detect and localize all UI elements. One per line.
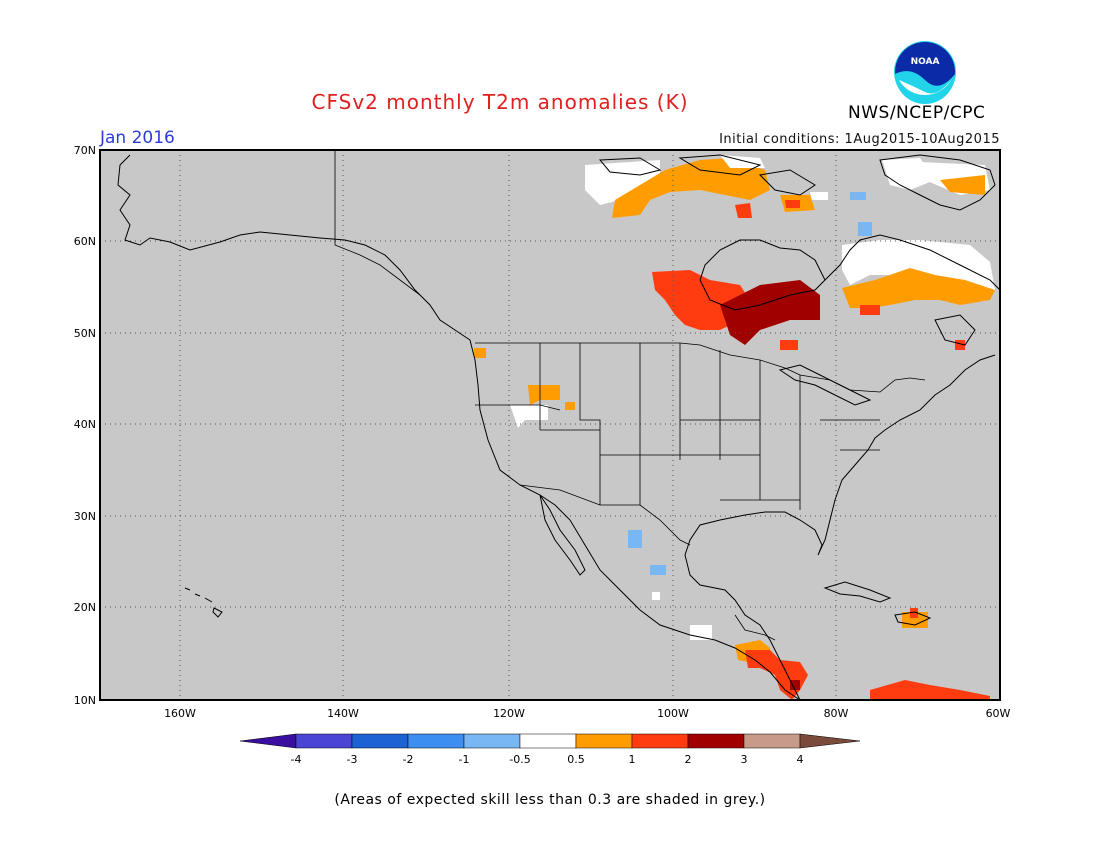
patch-orange-idaho bbox=[528, 385, 560, 405]
patch-red-hispaniola bbox=[910, 608, 918, 618]
legend-label: -2 bbox=[403, 753, 414, 766]
lon-label: 80W bbox=[824, 707, 849, 720]
legend-swatch bbox=[463, 733, 521, 749]
coastline-arctic-1 bbox=[598, 157, 662, 176]
patch-orange-greenland bbox=[940, 175, 985, 195]
border-alaska-canada bbox=[334, 150, 421, 296]
patch-red-south-america bbox=[870, 680, 990, 700]
patch-orange-pnw bbox=[474, 348, 486, 358]
map-title: CFSv2 monthly T2m anomalies (K) bbox=[311, 90, 689, 114]
patch-white-mexico2 bbox=[690, 625, 712, 640]
patch-white-nevada bbox=[510, 405, 548, 428]
coastline-newfoundland bbox=[934, 314, 976, 346]
lon-labels: 160W 140W 120W 100W 80W 60W bbox=[164, 707, 1010, 720]
lat-label: 70N bbox=[74, 144, 96, 157]
lat-label: 30N bbox=[74, 510, 96, 523]
legend-label: -0.5 bbox=[509, 753, 530, 766]
legend-label: -1 bbox=[459, 753, 470, 766]
border-mexico-guatemala bbox=[734, 614, 776, 641]
color-legend: -4 -3 -2 -1 -0.5 0.5 1 2 3 4 bbox=[239, 733, 861, 766]
legend-swatch bbox=[743, 733, 801, 749]
patch-orange-labrador bbox=[842, 268, 995, 308]
patch-white-baffin bbox=[810, 192, 828, 200]
legend-swatch bbox=[351, 733, 409, 749]
patch-darkred-panama bbox=[790, 680, 800, 690]
legend-label: 1 bbox=[629, 753, 636, 766]
lat-labels: 70N 60N 50N 40N 30N 20N 10N bbox=[74, 144, 96, 707]
map-frame bbox=[99, 149, 1001, 701]
agency-label: NWS/NCEP/CPC bbox=[848, 103, 986, 123]
lat-label: 20N bbox=[74, 601, 96, 614]
legend-swatch bbox=[687, 733, 745, 749]
legend-swatch bbox=[575, 733, 633, 749]
lon-label: 160W bbox=[164, 707, 196, 720]
anomaly-patches bbox=[474, 155, 995, 700]
lon-label: 140W bbox=[327, 707, 359, 720]
legend-swatch bbox=[631, 733, 689, 749]
coastlines bbox=[117, 154, 1001, 701]
coastline-great-lakes bbox=[778, 364, 872, 406]
legend-label: 0.5 bbox=[567, 753, 585, 766]
initial-conditions-label: Initial conditions: 1Aug2015-10Aug2015 bbox=[719, 132, 1000, 147]
patch-darkred-ontario bbox=[720, 280, 820, 345]
patch-orange-arctic bbox=[612, 158, 770, 218]
lon-label: 120W bbox=[493, 707, 525, 720]
patch-red-labrador bbox=[860, 305, 880, 315]
coastline-alaska-west bbox=[117, 154, 801, 701]
border-us-canada bbox=[475, 342, 926, 393]
state-lines bbox=[475, 343, 880, 510]
lat-label: 10N bbox=[74, 694, 96, 707]
patch-red-nunavut bbox=[735, 203, 752, 218]
noaa-logo: NOAA bbox=[894, 41, 956, 104]
patch-white-mexico bbox=[652, 592, 660, 600]
coastline-gulf-east bbox=[684, 354, 996, 701]
legend-cap-low bbox=[239, 733, 297, 749]
logo-text: NOAA bbox=[911, 57, 940, 67]
legend-swatch bbox=[295, 733, 353, 749]
legend-label: -4 bbox=[291, 753, 302, 766]
lat-label: 50N bbox=[74, 327, 96, 340]
patch-blue-mexico2 bbox=[650, 565, 666, 575]
coastline-baja bbox=[539, 494, 586, 576]
patch-blue-baffin bbox=[850, 192, 866, 200]
skill-footnote: (Areas of expected skill less than 0.3 a… bbox=[334, 792, 766, 808]
patch-blue-baffin2 bbox=[858, 222, 872, 236]
lon-label: 100W bbox=[657, 707, 689, 720]
coastline-hudson-bay bbox=[699, 239, 826, 311]
patch-red-newfoundland bbox=[955, 340, 965, 350]
valid-month-label: Jan 2016 bbox=[100, 128, 175, 148]
political-boundaries bbox=[334, 150, 926, 641]
coastline-arctic-3 bbox=[758, 169, 816, 196]
legend-label: 2 bbox=[685, 753, 692, 766]
lat-label: 40N bbox=[74, 418, 96, 431]
coastline-hispaniola bbox=[894, 611, 932, 626]
patch-orange-utah bbox=[565, 402, 575, 410]
map-grid bbox=[100, 150, 1000, 700]
coastline-arctic-2 bbox=[678, 154, 762, 176]
legend-swatch bbox=[519, 733, 577, 749]
coastline-cuba bbox=[823, 581, 892, 603]
patch-blue-mexico bbox=[628, 530, 642, 548]
coastline-hawaii bbox=[184, 587, 223, 618]
lat-label: 60N bbox=[74, 235, 96, 248]
coastline-greenland bbox=[879, 154, 996, 211]
legend-label: -3 bbox=[347, 753, 358, 766]
patch-red-baffin bbox=[785, 200, 800, 208]
lon-label: 60W bbox=[986, 707, 1011, 720]
patch-red-quebec bbox=[780, 340, 798, 350]
legend-label: 4 bbox=[797, 753, 804, 766]
legend-label: 3 bbox=[741, 753, 748, 766]
legend-cap-high bbox=[799, 733, 861, 749]
coastline-labrador bbox=[824, 234, 1001, 291]
map-background bbox=[100, 150, 1000, 700]
legend-swatch bbox=[407, 733, 465, 749]
